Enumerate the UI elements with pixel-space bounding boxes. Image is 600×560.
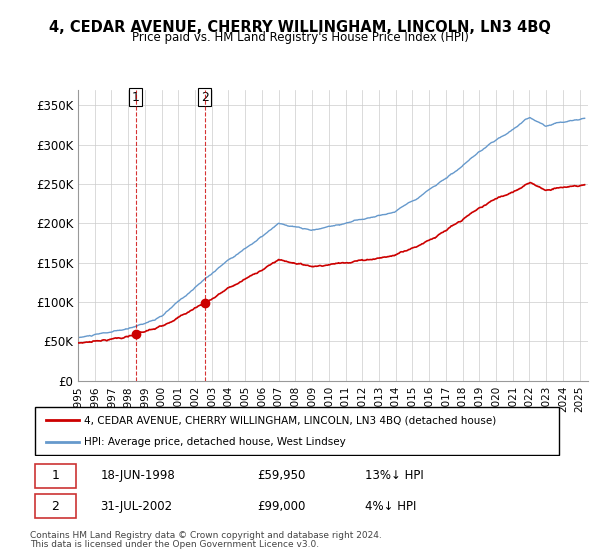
- FancyBboxPatch shape: [35, 464, 76, 488]
- Text: Contains HM Land Registry data © Crown copyright and database right 2024.: Contains HM Land Registry data © Crown c…: [30, 531, 382, 540]
- Text: 1: 1: [52, 469, 59, 483]
- Text: 18-JUN-1998: 18-JUN-1998: [100, 469, 175, 483]
- Text: 2: 2: [52, 500, 59, 513]
- Text: 13%↓ HPI: 13%↓ HPI: [365, 469, 424, 483]
- Text: Price paid vs. HM Land Registry's House Price Index (HPI): Price paid vs. HM Land Registry's House …: [131, 31, 469, 44]
- Text: £99,000: £99,000: [257, 500, 305, 513]
- Text: This data is licensed under the Open Government Licence v3.0.: This data is licensed under the Open Gov…: [30, 540, 319, 549]
- FancyBboxPatch shape: [35, 494, 76, 519]
- Text: 4, CEDAR AVENUE, CHERRY WILLINGHAM, LINCOLN, LN3 4BQ: 4, CEDAR AVENUE, CHERRY WILLINGHAM, LINC…: [49, 20, 551, 35]
- Text: 4, CEDAR AVENUE, CHERRY WILLINGHAM, LINCOLN, LN3 4BQ (detached house): 4, CEDAR AVENUE, CHERRY WILLINGHAM, LINC…: [84, 415, 496, 425]
- Text: £59,950: £59,950: [257, 469, 305, 483]
- Text: 31-JUL-2002: 31-JUL-2002: [100, 500, 172, 513]
- Text: HPI: Average price, detached house, West Lindsey: HPI: Average price, detached house, West…: [84, 437, 346, 447]
- Text: 1: 1: [132, 91, 140, 104]
- FancyBboxPatch shape: [35, 407, 559, 455]
- Text: 4%↓ HPI: 4%↓ HPI: [365, 500, 416, 513]
- Text: 2: 2: [201, 91, 209, 104]
